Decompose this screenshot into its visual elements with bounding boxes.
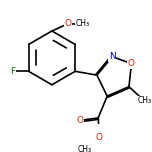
Text: CH₃: CH₃ bbox=[78, 145, 92, 152]
Text: O: O bbox=[96, 133, 103, 142]
Text: F: F bbox=[10, 67, 15, 76]
Text: CH₃: CH₃ bbox=[76, 19, 90, 28]
Text: N: N bbox=[109, 52, 116, 61]
Text: O: O bbox=[76, 116, 83, 125]
Text: CH₃: CH₃ bbox=[137, 96, 151, 105]
Text: O: O bbox=[64, 19, 71, 28]
Text: O: O bbox=[128, 59, 135, 68]
